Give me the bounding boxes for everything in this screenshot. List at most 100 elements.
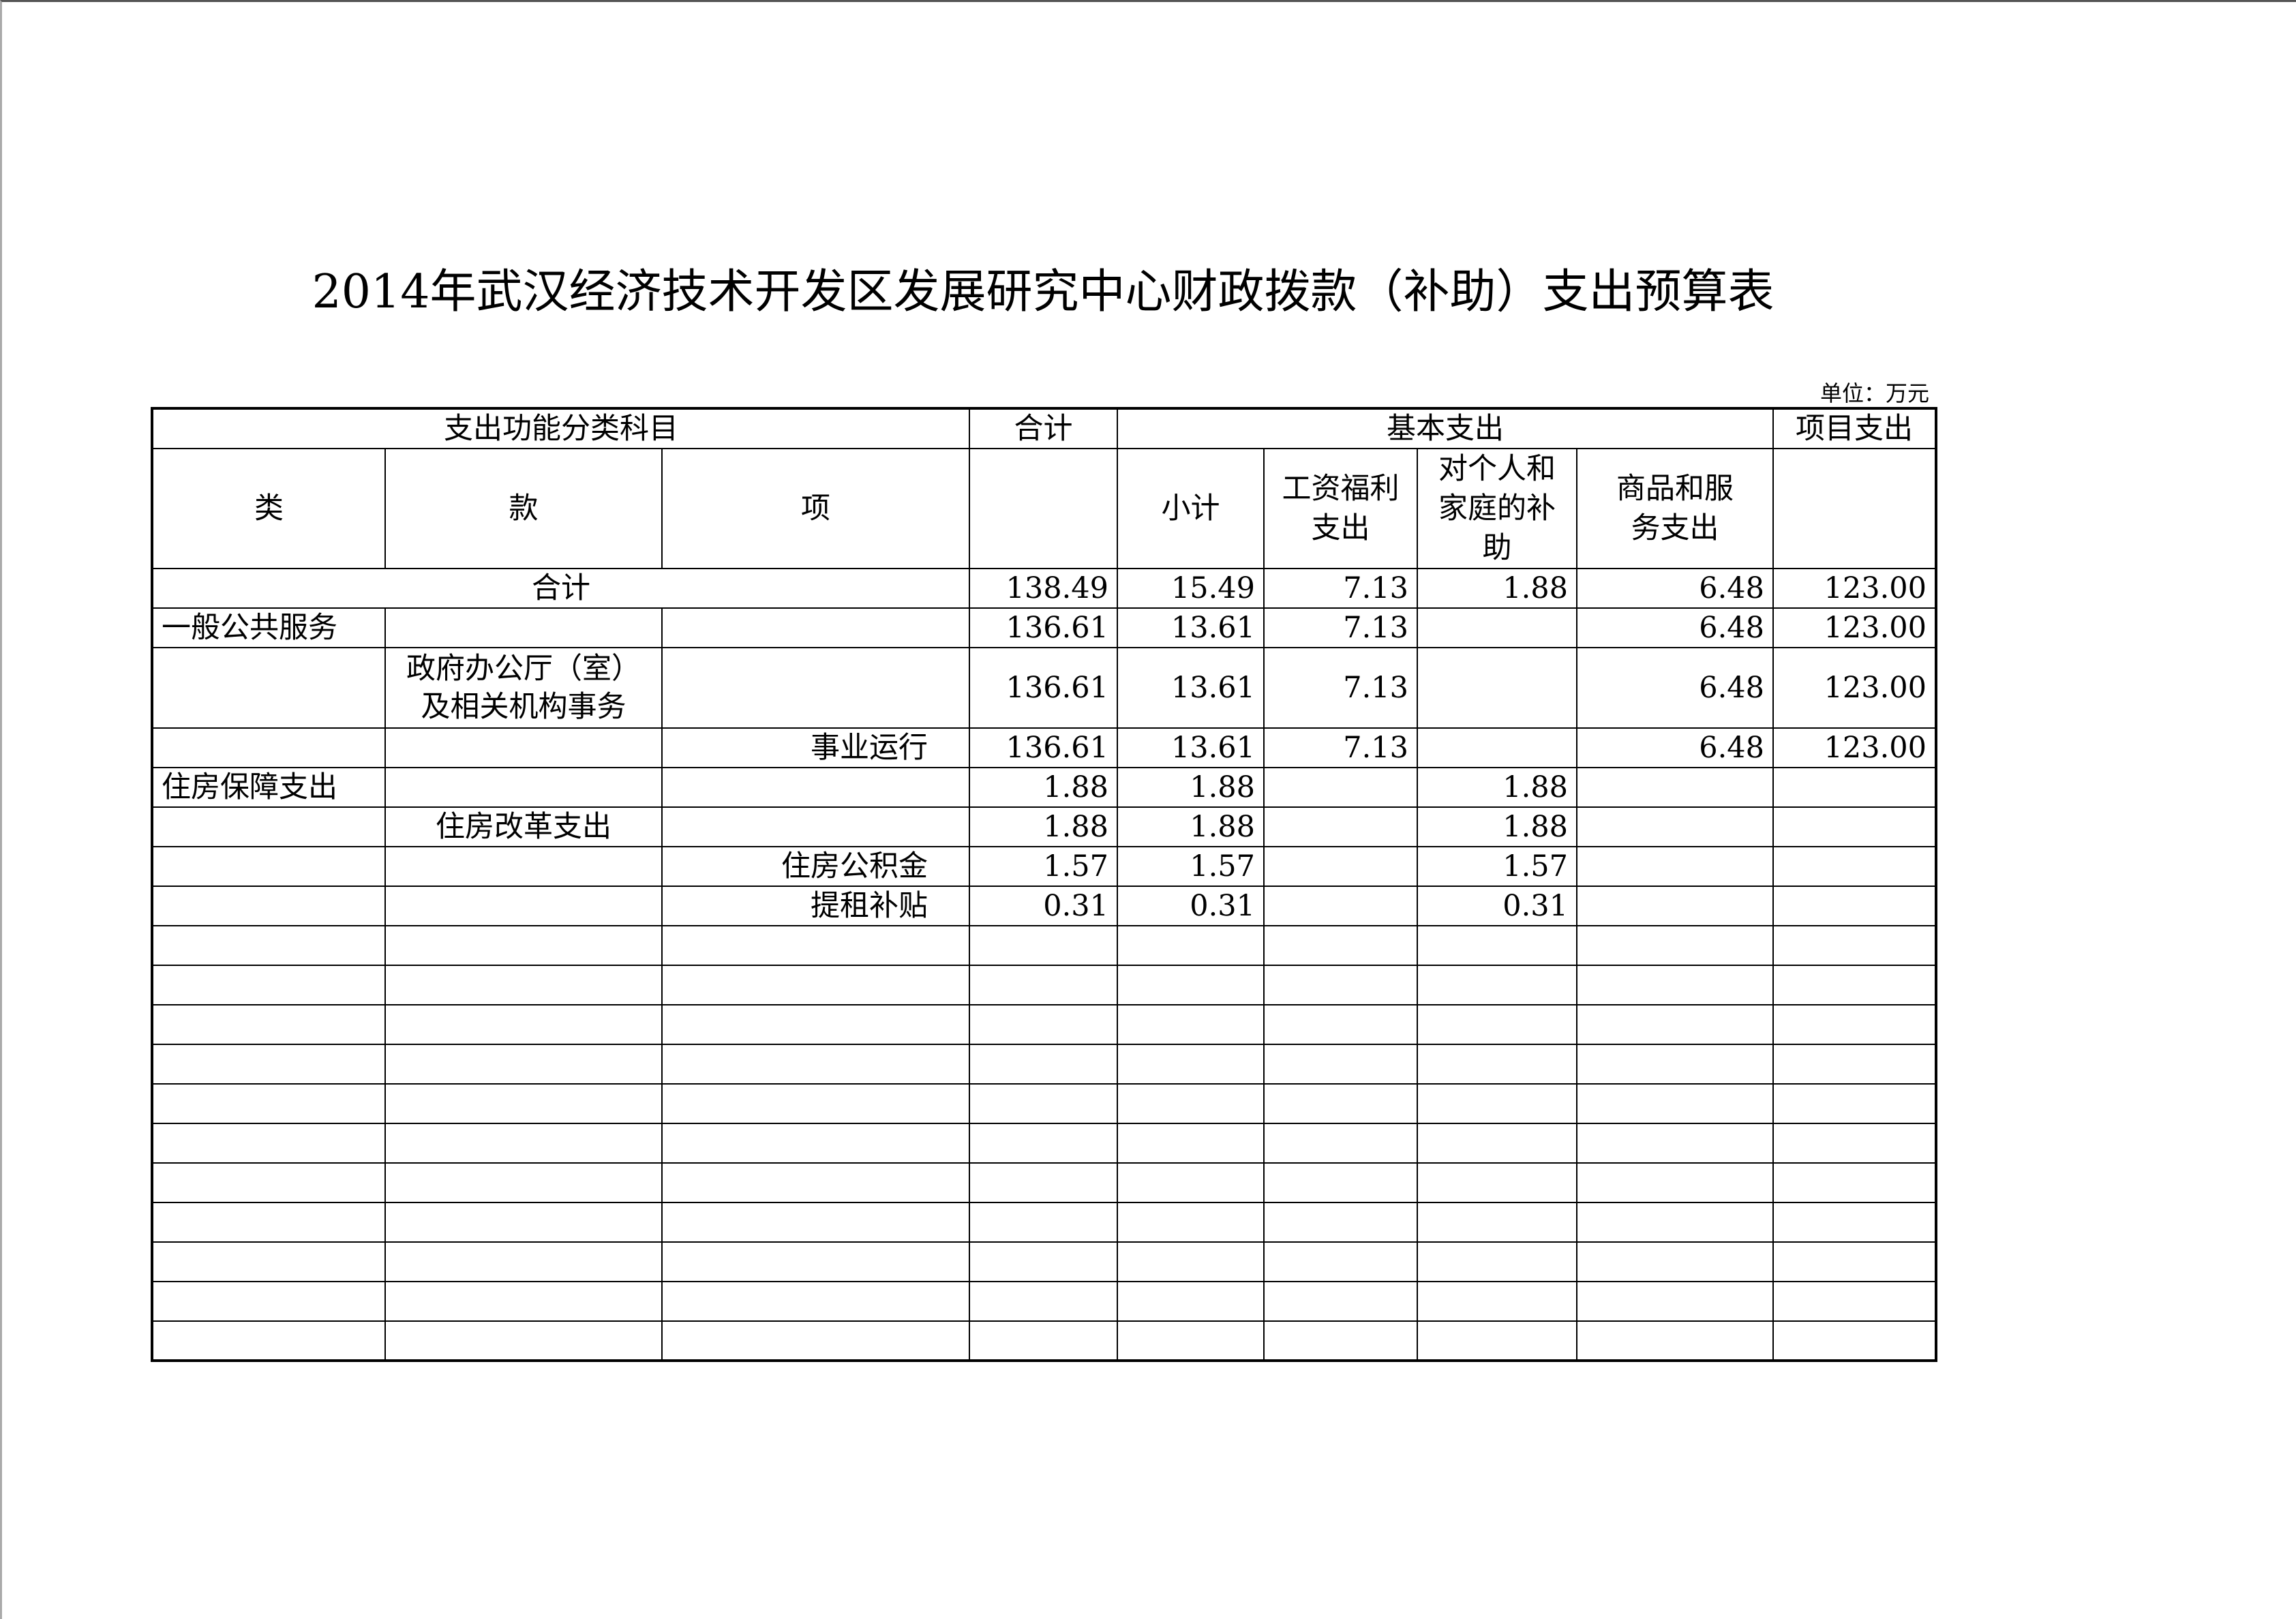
cell-xiang <box>661 806 970 847</box>
cell-total: 136.61 <box>969 727 1118 768</box>
header-total-blank <box>969 448 1118 569</box>
header-personal: 对个人和家庭的补助 <box>1417 448 1577 569</box>
cell-kuan <box>384 767 663 808</box>
cell-personal: 0.31 <box>1417 886 1577 926</box>
cell-lei <box>151 1241 386 1282</box>
cell-personal <box>1417 1044 1577 1085</box>
cell-subtotal <box>1117 1202 1265 1243</box>
cell-wages: 7.13 <box>1263 568 1418 609</box>
cell-goods <box>1576 1044 1774 1085</box>
table-row <box>151 1320 1937 1361</box>
page-title: 2014年武汉经济技术开发区发展研究中心财政拨款（补助）支出预算表 <box>312 265 1774 319</box>
cell-kuan: 住房改革支出 <box>384 806 663 847</box>
cell-total <box>969 965 1118 1005</box>
cell-lei <box>151 1162 386 1203</box>
cell-project <box>1772 767 1937 808</box>
table-row <box>151 1004 1937 1045</box>
cell-goods: 6.48 <box>1576 607 1774 648</box>
cell-lei <box>151 1044 386 1085</box>
cell-goods <box>1576 1202 1774 1243</box>
cell-subtotal: 1.88 <box>1117 806 1265 847</box>
total-row: 合计 138.49 15.49 7.13 1.88 6.48 123.00 <box>151 568 1937 609</box>
header-subtotal: 小计 <box>1117 448 1265 569</box>
cell-subtotal: 0.31 <box>1117 886 1265 926</box>
budget-table: 支出功能分类科目 合计 基本支出 项目支出 类 款 项 小计 工资福利支出 对个… <box>151 407 1937 1362</box>
cell-total <box>969 1202 1118 1243</box>
cell-kuan <box>384 1241 663 1282</box>
cell-kuan <box>384 727 663 768</box>
header-goods: 商品和服务支出 <box>1576 448 1774 569</box>
cell-total <box>969 1044 1118 1085</box>
cell-total <box>969 1281 1118 1322</box>
cell-subtotal <box>1117 1044 1265 1085</box>
cell-subtotal: 13.61 <box>1117 727 1265 768</box>
cell-xiang <box>661 1202 970 1243</box>
cell-personal <box>1417 965 1577 1005</box>
table-row <box>151 1281 1937 1322</box>
table-row <box>151 1202 1937 1243</box>
cell-subtotal: 13.61 <box>1117 607 1265 648</box>
cell-kuan <box>384 925 663 966</box>
table-row: 住房公积金 1.57 1.57 1.57 <box>151 846 1937 887</box>
cell-wages <box>1263 1004 1418 1045</box>
cell-project <box>1772 1083 1937 1124</box>
cell-lei <box>151 846 386 887</box>
cell-xiang: 住房公积金 <box>661 846 970 887</box>
cell-wages <box>1263 1162 1418 1203</box>
cell-xiang <box>661 1044 970 1085</box>
cell-subtotal: 15.49 <box>1117 568 1265 609</box>
cell-xiang <box>661 1123 970 1164</box>
cell-kuan <box>384 1320 663 1361</box>
table-row <box>151 1241 1937 1282</box>
cell-wages <box>1263 1241 1418 1282</box>
cell-personal <box>1417 925 1577 966</box>
cell-goods <box>1576 1004 1774 1045</box>
cell-wages <box>1263 965 1418 1005</box>
cell-total <box>969 1162 1118 1203</box>
cell-total: 138.49 <box>969 568 1118 609</box>
cell-personal: 1.88 <box>1417 568 1577 609</box>
cell-wages <box>1263 886 1418 926</box>
cell-project <box>1772 806 1937 847</box>
table-row: 事业运行 136.61 13.61 7.13 6.48 123.00 <box>151 727 1937 768</box>
cell-wages <box>1263 1320 1418 1361</box>
cell-kuan <box>384 1044 663 1085</box>
cell-total: 1.57 <box>969 846 1118 887</box>
cell-xiang <box>661 1320 970 1361</box>
cell-personal: 1.88 <box>1417 806 1577 847</box>
cell-personal <box>1417 1162 1577 1203</box>
cell-kuan <box>384 886 663 926</box>
table-row: 一般公共服务 136.61 13.61 7.13 6.48 123.00 <box>151 607 1937 648</box>
cell-goods <box>1576 1123 1774 1164</box>
cell-total <box>969 1004 1118 1045</box>
cell-lei <box>151 1123 386 1164</box>
table-row <box>151 1044 1937 1085</box>
total-label: 合计 <box>151 568 970 609</box>
cell-xiang <box>661 1004 970 1045</box>
cell-lei <box>151 727 386 768</box>
cell-wages <box>1263 925 1418 966</box>
table-row: 住房保障支出 1.88 1.88 1.88 <box>151 767 1937 808</box>
cell-wages: 7.13 <box>1263 607 1418 648</box>
cell-lei <box>151 1281 386 1322</box>
table-row <box>151 1123 1937 1164</box>
cell-total <box>969 1123 1118 1164</box>
cell-goods <box>1576 806 1774 847</box>
cell-personal <box>1417 727 1577 768</box>
cell-total: 1.88 <box>969 767 1118 808</box>
cell-wages <box>1263 1281 1418 1322</box>
cell-kuan <box>384 607 663 648</box>
cell-project: 123.00 <box>1772 647 1937 729</box>
table-row: 政府办公厅（室）及相关机构事务 136.61 13.61 7.13 6.48 123.00 <box>151 647 1937 729</box>
cell-personal <box>1417 607 1577 648</box>
cell-subtotal: 1.88 <box>1117 767 1265 808</box>
cell-kuan <box>384 965 663 1005</box>
cell-lei <box>151 925 386 966</box>
table-row <box>151 1083 1937 1124</box>
cell-project <box>1772 1241 1937 1282</box>
cell-wages <box>1263 1202 1418 1243</box>
cell-project <box>1772 1202 1937 1243</box>
cell-project <box>1772 1162 1937 1203</box>
cell-xiang: 事业运行 <box>661 727 970 768</box>
